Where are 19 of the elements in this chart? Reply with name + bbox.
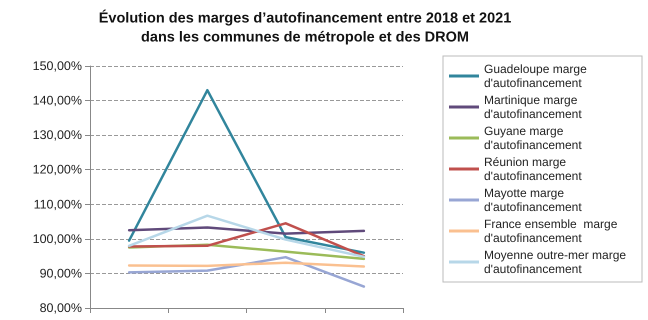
legend-label: France ensemble marge d'autofinancement <box>484 217 621 245</box>
legend-label: Guyane marge d'autofinancement <box>484 124 582 152</box>
y-tick-label: 120,00% <box>32 162 82 177</box>
y-tick-label: 100,00% <box>32 232 82 246</box>
y-tick-label: 150,00% <box>32 59 82 73</box>
y-tick-label: 130,00% <box>32 128 82 142</box>
legend-label: Martinique marge d'autofinancement <box>484 93 582 121</box>
y-tick-label: 140,00% <box>32 94 82 108</box>
y-tick-label: 90,00% <box>40 266 82 280</box>
line-series <box>128 222 366 258</box>
line-series <box>128 214 366 258</box>
y-tick-label: 80,00% <box>40 301 82 315</box>
line-series <box>128 88 366 254</box>
y-tick-label: 110,00% <box>34 197 82 212</box>
legend-label: Mayotte marge d'autofinancement <box>484 186 582 214</box>
legend-label: Guadeloupe marge d'autofinancement <box>484 62 590 90</box>
legend-label: Réunion marge d'autofinancement <box>484 155 582 183</box>
legend-label: Moyenne outre-mer marge d'autofinancement <box>484 248 630 276</box>
chart-title: Évolution des marges d’autofinancement entre 2018 et 2021 dans les communes de métropole et des DROM <box>98 10 512 46</box>
